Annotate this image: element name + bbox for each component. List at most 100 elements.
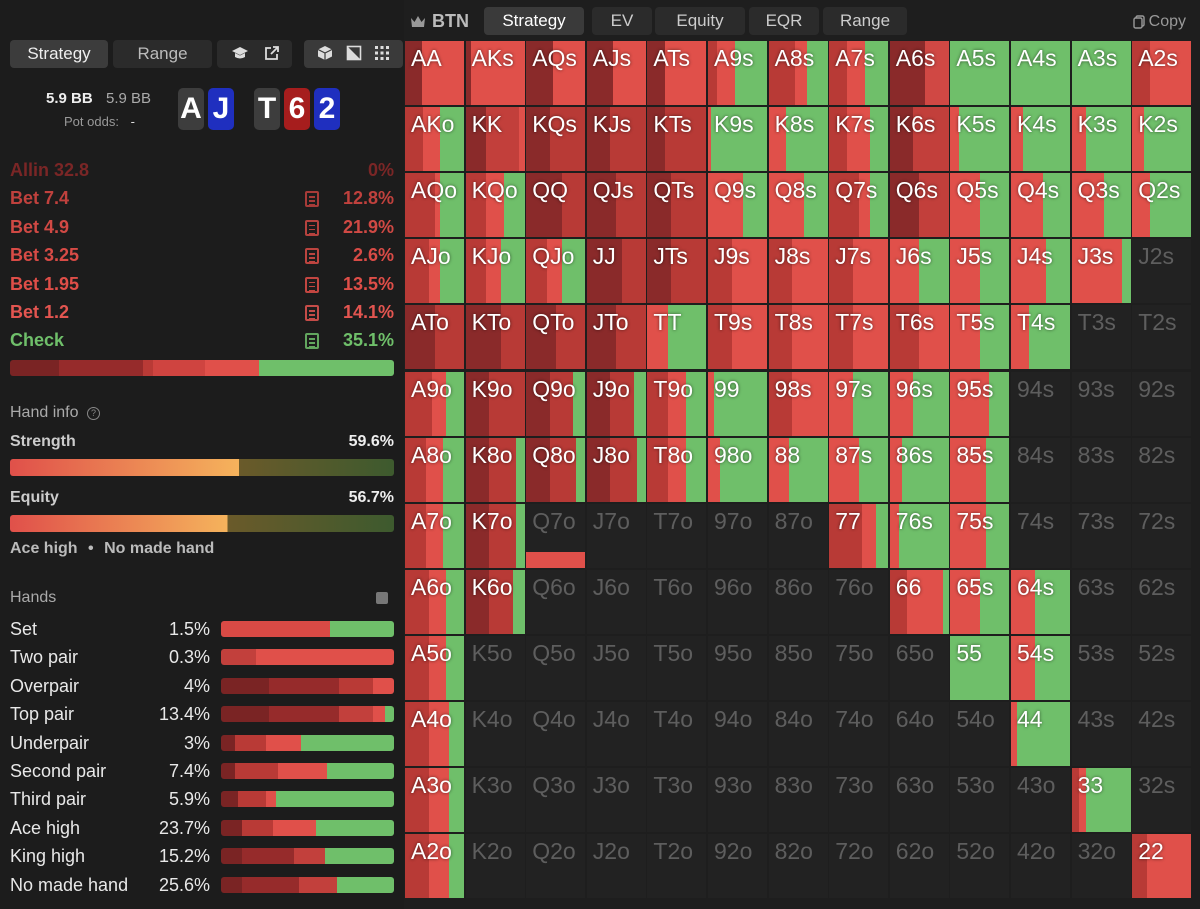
hand-cell-75o[interactable]: 75o [829, 635, 889, 700]
hand-cell-t5o[interactable]: T5o [647, 635, 707, 700]
hand-cell-q8s[interactable]: Q8s [768, 173, 828, 238]
hand-cell-j2o[interactable]: J2o [586, 834, 646, 899]
hand-row-set[interactable]: Set 1.5% [10, 618, 394, 640]
hand-cell-a9s[interactable]: A9s [708, 41, 767, 105]
hand-cell-k8s[interactable]: K8s [768, 107, 828, 172]
hand-cell-jto[interactable]: JTo [586, 305, 646, 370]
tab-eqr[interactable]: EQR [749, 7, 819, 35]
hand-cell-93o[interactable]: 93o [708, 768, 767, 833]
hand-cell-42s[interactable]: 42s [1132, 702, 1192, 766]
hand-cell-j3s[interactable]: J3s [1071, 239, 1131, 304]
hand-cell-q8o[interactable]: Q8o [526, 437, 586, 502]
hand-cell-97s[interactable]: 97s [829, 371, 889, 436]
hand-cell-q5o[interactable]: Q5o [526, 635, 586, 700]
hand-cell-83o[interactable]: 83o [768, 768, 828, 833]
hand-cell-33[interactable]: 33 [1071, 768, 1131, 833]
hand-cell-j4o[interactable]: J4o [586, 702, 646, 766]
hand-cell-a5o[interactable]: A5o [405, 635, 464, 700]
hand-cell-a4o[interactable]: A4o [405, 702, 464, 766]
hand-cell-a8s[interactable]: A8s [768, 41, 828, 105]
hand-cell-97o[interactable]: 97o [708, 503, 767, 568]
hand-cell-jj[interactable]: JJ [586, 239, 646, 304]
hand-cell-52s[interactable]: 52s [1132, 635, 1192, 700]
hand-cell-92s[interactable]: 92s [1132, 371, 1192, 436]
hand-cell-q2s[interactable]: Q2s [1132, 173, 1192, 238]
hand-cell-95o[interactable]: 95o [708, 635, 767, 700]
hand-cell-73s[interactable]: 73s [1071, 503, 1131, 568]
hand-cell-q3o[interactable]: Q3o [526, 768, 586, 833]
action-allin-32-8[interactable]: Allin 32.8 0% [10, 158, 394, 182]
hand-cell-76s[interactable]: 76s [889, 503, 949, 568]
hand-cell-ajs[interactable]: AJs [586, 41, 646, 105]
hand-cell-k3o[interactable]: K3o [465, 768, 525, 833]
hand-cell-k7s[interactable]: K7s [829, 107, 889, 172]
hand-cell-kqo[interactable]: KQo [465, 173, 525, 238]
external-link-icon[interactable] [264, 45, 280, 65]
hand-cell-63s[interactable]: 63s [1071, 569, 1131, 634]
hand-row-second-pair[interactable]: Second pair 7.4% [10, 760, 394, 782]
hand-cell-a2o[interactable]: A2o [405, 834, 464, 899]
action-bet-1-95[interactable]: Bet 1.95 13.5% [10, 272, 394, 296]
hand-cell-t4o[interactable]: T4o [647, 702, 707, 766]
hand-cell-43o[interactable]: 43o [1011, 768, 1070, 833]
hand-cell-74o[interactable]: 74o [829, 702, 889, 766]
grid-icon[interactable] [375, 46, 389, 64]
hand-cell-86o[interactable]: 86o [768, 569, 828, 634]
hand-cell-88[interactable]: 88 [768, 437, 828, 502]
graduation-cap-icon[interactable] [231, 45, 249, 65]
notes-icon[interactable] [305, 191, 319, 208]
hand-cell-j2s[interactable]: J2s [1132, 239, 1192, 304]
hand-cell-q9s[interactable]: Q9s [708, 173, 767, 238]
hand-cell-q6s[interactable]: Q6s [889, 173, 949, 238]
hand-cell-65o[interactable]: 65o [889, 635, 949, 700]
hand-cell-k5o[interactable]: K5o [465, 635, 525, 700]
tab-range[interactable]: Range [823, 7, 907, 35]
contrast-icon[interactable] [346, 45, 362, 65]
tab-equity[interactable]: Equity [655, 7, 745, 35]
hand-cell-t2o[interactable]: T2o [647, 834, 707, 899]
hand-cell-k4s[interactable]: K4s [1011, 107, 1070, 172]
hand-cell-75s[interactable]: 75s [950, 503, 1010, 568]
hand-cell-q2o[interactable]: Q2o [526, 834, 586, 899]
hand-cell-kk[interactable]: KK [465, 107, 525, 172]
hand-cell-k6s[interactable]: K6s [889, 107, 949, 172]
hand-cell-64s[interactable]: 64s [1011, 569, 1070, 634]
hand-cell-95s[interactable]: 95s [950, 371, 1010, 436]
hand-cell-44[interactable]: 44 [1011, 702, 1070, 766]
hand-cell-t4s[interactable]: T4s [1011, 305, 1070, 370]
hand-cell-a2s[interactable]: A2s [1132, 41, 1192, 105]
hand-cell-aqo[interactable]: AQo [405, 173, 464, 238]
hand-cell-k3s[interactable]: K3s [1071, 107, 1131, 172]
hand-cell-t6s[interactable]: T6s [889, 305, 949, 370]
hand-cell-a5s[interactable]: A5s [950, 41, 1010, 105]
hand-cell-k2o[interactable]: K2o [465, 834, 525, 899]
hand-cell-t8s[interactable]: T8s [768, 305, 828, 370]
hand-cell-j7o[interactable]: J7o [586, 503, 646, 568]
hand-cell-85o[interactable]: 85o [768, 635, 828, 700]
hand-cell-73o[interactable]: 73o [829, 768, 889, 833]
hand-cell-64o[interactable]: 64o [889, 702, 949, 766]
hand-cell-kjo[interactable]: KJo [465, 239, 525, 304]
hand-cell-98s[interactable]: 98s [768, 371, 828, 436]
hand-row-third-pair[interactable]: Third pair 5.9% [10, 788, 394, 810]
hand-cell-qjo[interactable]: QJo [526, 239, 586, 304]
hand-cell-76o[interactable]: 76o [829, 569, 889, 634]
hand-cell-j7s[interactable]: J7s [829, 239, 889, 304]
hand-cell-q7s[interactable]: Q7s [829, 173, 889, 238]
notes-icon[interactable] [305, 305, 319, 321]
hand-row-no-made-hand[interactable]: No made hand 25.6% [10, 874, 394, 896]
hand-cell-t5s[interactable]: T5s [950, 305, 1010, 370]
hand-cell-54o[interactable]: 54o [950, 702, 1010, 766]
hand-cell-a6o[interactable]: A6o [405, 569, 464, 634]
hand-row-underpair[interactable]: Underpair 3% [10, 732, 394, 754]
hand-cell-t9o[interactable]: T9o [647, 371, 707, 436]
action-bet-4-9[interactable]: Bet 4.9 21.9% [10, 215, 394, 239]
hand-cell-q4s[interactable]: Q4s [1011, 173, 1070, 238]
hand-cell-82s[interactable]: 82s [1132, 437, 1192, 502]
hand-cell-86s[interactable]: 86s [889, 437, 949, 502]
hand-cell-84s[interactable]: 84s [1011, 437, 1070, 502]
notes-icon[interactable] [305, 248, 319, 265]
tab-strategy[interactable]: Strategy [484, 7, 584, 35]
hand-cell-a8o[interactable]: A8o [405, 437, 464, 502]
hand-cell-j8o[interactable]: J8o [586, 437, 646, 502]
